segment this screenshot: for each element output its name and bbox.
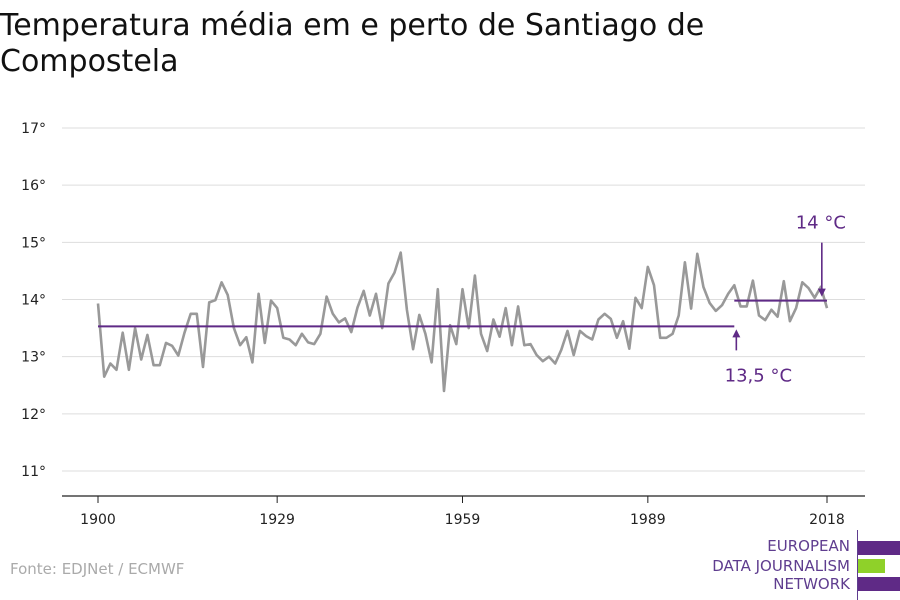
y-axis-tick-labels: 11° 12° 13° 14° 15° 16° 17° xyxy=(21,121,46,480)
y-tick-label-2: 13° xyxy=(21,350,46,366)
source-note: Fonte: EDJNet / ECMWF xyxy=(10,560,185,578)
logo-bar-green xyxy=(858,559,885,573)
y-tick-label-5: 16° xyxy=(21,178,46,194)
annotation-label-1: 13,5 °C xyxy=(725,365,792,386)
annotations: 13,5 °C 14 °C xyxy=(725,213,846,387)
annotation-arrowhead-2 xyxy=(817,288,826,297)
temperature-line xyxy=(96,251,829,393)
annotation-arrowhead-1 xyxy=(732,329,741,338)
x-tick-label-1: 1929 xyxy=(259,512,295,528)
y-tick-label-3: 14° xyxy=(21,293,46,309)
edjnet-logo: EUROPEAN DATA JOURNALISM NETWORK xyxy=(700,530,900,600)
logo-line-3: NETWORK xyxy=(773,575,850,593)
logo-bar-purple-bottom xyxy=(858,577,900,591)
x-tick-label-3: 1989 xyxy=(630,512,666,528)
series-lines xyxy=(96,251,829,393)
y-tick-label-0: 11° xyxy=(21,464,46,480)
chart-title: Temperatura média em e perto de Santiago… xyxy=(0,8,705,79)
x-tick-label-4: 2018 xyxy=(809,512,845,528)
y-tick-label-4: 15° xyxy=(21,235,46,251)
logo-divider xyxy=(857,530,858,600)
y-tick-label-6: 17° xyxy=(21,121,46,137)
x-tick-label-2: 1959 xyxy=(445,512,481,528)
gridlines xyxy=(62,127,865,472)
logo-line-2: DATA JOURNALISM xyxy=(712,557,850,575)
logo-line-1: EUROPEAN xyxy=(767,537,850,555)
x-tick-label-0: 1900 xyxy=(80,512,116,528)
y-tick-label-1: 12° xyxy=(21,407,46,423)
logo-bar-purple-top xyxy=(858,541,900,555)
annotation-label-2: 14 °C xyxy=(796,213,846,234)
x-axis-ticks: 1900 1929 1959 1989 2018 xyxy=(80,496,845,528)
